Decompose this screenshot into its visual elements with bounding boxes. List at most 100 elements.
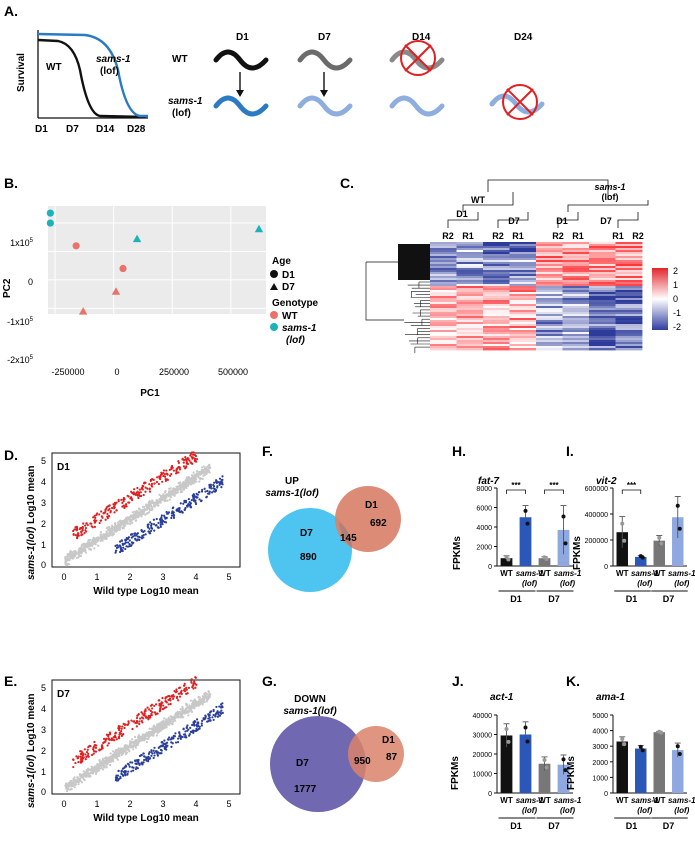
scatter-point bbox=[175, 715, 179, 718]
scatter-point-down bbox=[212, 483, 215, 487]
heatmap-cell bbox=[536, 314, 563, 317]
heatmap-cell bbox=[536, 348, 563, 351]
scatter-point-down bbox=[156, 754, 159, 757]
scatter-point-down bbox=[206, 492, 210, 495]
scatter-point bbox=[151, 507, 154, 511]
scatter-point-down bbox=[114, 549, 118, 552]
scatter-point-down bbox=[171, 510, 174, 513]
heatmap-cell bbox=[562, 326, 590, 329]
scatter-point-up bbox=[161, 696, 164, 700]
scatter-point bbox=[113, 529, 117, 532]
heatmap-cell bbox=[615, 256, 643, 259]
heatmap-cell bbox=[456, 282, 484, 285]
scatter-point bbox=[191, 478, 194, 481]
heatmap-cell bbox=[615, 316, 643, 319]
bar-y-tick-label: 3000 bbox=[592, 744, 608, 751]
scatter-point bbox=[105, 537, 108, 540]
scatter-point-down bbox=[212, 718, 215, 722]
heatmap-cell bbox=[456, 258, 484, 261]
heatmap-cell bbox=[615, 244, 643, 247]
scatter-point bbox=[197, 696, 200, 699]
scatter-point bbox=[80, 781, 84, 784]
scatter-point-up bbox=[193, 680, 196, 683]
heatmap-cell bbox=[589, 336, 616, 339]
scatter-point bbox=[75, 556, 78, 560]
scatter-point-up bbox=[178, 468, 182, 471]
heatmap-cell bbox=[562, 310, 590, 313]
scatter-point bbox=[158, 727, 162, 730]
scatter-point-up bbox=[186, 456, 189, 460]
heatmap-cell bbox=[589, 292, 616, 295]
wt-curve-label: WT bbox=[46, 62, 62, 73]
scatter-point-up bbox=[93, 525, 97, 528]
heatmap-cell bbox=[589, 278, 616, 281]
scatter-point-up bbox=[169, 699, 172, 702]
scatter-point bbox=[69, 784, 72, 787]
scatter-point-up bbox=[185, 461, 189, 464]
scatter-point-up bbox=[94, 520, 97, 524]
bar bbox=[557, 764, 570, 793]
scatter-point bbox=[109, 752, 112, 755]
panel-f: F. UP sams-1(lof) D7 890 D1 692 145 bbox=[262, 443, 401, 592]
scatter-point-up bbox=[170, 695, 173, 698]
heatmap-cell bbox=[430, 300, 457, 303]
heatmap-cell bbox=[456, 334, 484, 337]
heatmap-cell bbox=[456, 272, 484, 275]
scatter-point-up bbox=[108, 504, 111, 507]
bar bbox=[653, 540, 665, 566]
heatmap-cell bbox=[430, 332, 457, 335]
scatter-d-xtick-5: 5 bbox=[226, 572, 231, 582]
scatter-point bbox=[181, 709, 184, 712]
scatter-point bbox=[96, 538, 99, 541]
heatmap-cell bbox=[509, 268, 537, 271]
scatter-point bbox=[207, 691, 211, 694]
heatmap-cell bbox=[562, 306, 590, 309]
scatter-point-down bbox=[174, 741, 178, 744]
bar-dot bbox=[563, 768, 568, 773]
scatter-point-down bbox=[201, 719, 204, 722]
scatter-point bbox=[155, 499, 158, 502]
scatter-point bbox=[108, 534, 111, 537]
scatter-point bbox=[151, 728, 154, 732]
scatter-point-up bbox=[79, 526, 82, 530]
scatter-point-up bbox=[115, 738, 118, 741]
row-dendro-dense bbox=[398, 244, 430, 280]
scatter-d-ytick-3: 2 bbox=[41, 519, 46, 529]
scatter-point-up bbox=[144, 709, 147, 713]
arrow-head-d7 bbox=[320, 90, 328, 97]
heatmap-cell bbox=[615, 342, 643, 345]
scatter-point-up bbox=[74, 526, 77, 529]
heatmap-cell bbox=[536, 338, 563, 341]
scatter-point bbox=[168, 492, 171, 495]
scatter-point-down bbox=[136, 535, 139, 538]
scatter-point bbox=[185, 484, 188, 488]
heatmap-cell bbox=[483, 258, 510, 261]
heatmap-cell bbox=[536, 302, 563, 305]
heatmap-cell bbox=[509, 328, 537, 331]
scatter-point-down bbox=[206, 489, 209, 493]
heatmap-cell bbox=[483, 302, 510, 305]
heatmap-cell bbox=[483, 248, 510, 251]
scatter-point-down bbox=[189, 726, 192, 729]
heatmap-cell bbox=[456, 248, 484, 251]
scatter-point bbox=[173, 718, 176, 722]
scatter-point-down bbox=[160, 516, 163, 519]
bar bbox=[616, 741, 628, 793]
heatmap-cell bbox=[589, 260, 616, 263]
heatmap-cell bbox=[615, 300, 643, 303]
heatmap-cell bbox=[562, 304, 590, 307]
scatter-d-ylabel: sams-1(lof) Log10 mean bbox=[26, 466, 37, 581]
bar-x-label-sams: sams-1 bbox=[631, 569, 659, 578]
scatter-point-up bbox=[121, 725, 124, 728]
scatter-point-up bbox=[162, 474, 165, 478]
bar bbox=[500, 558, 513, 566]
scatter-point bbox=[206, 465, 209, 468]
scatter-point-down bbox=[159, 748, 163, 751]
scatter-point-down bbox=[124, 547, 127, 551]
scatter-point-up bbox=[120, 727, 123, 730]
scatter-point-down bbox=[178, 732, 181, 735]
bar-dot bbox=[563, 541, 568, 546]
scatter-point bbox=[193, 698, 196, 701]
scatter-point-up bbox=[135, 725, 138, 728]
scatter-point bbox=[133, 742, 136, 745]
